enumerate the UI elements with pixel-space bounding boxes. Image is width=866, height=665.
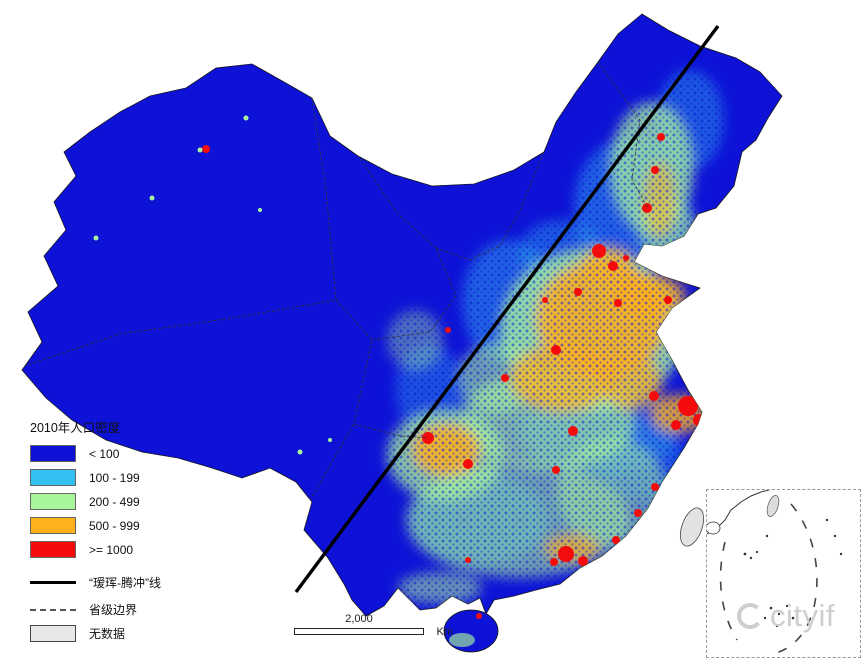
legend-item-no-data: 无数据 xyxy=(30,625,161,642)
scale-bar: 2,000 Km xyxy=(294,613,453,638)
inset-taiwan xyxy=(766,495,780,517)
legend-label-lt-100: < 100 xyxy=(89,446,120,461)
watermark-text: cityif xyxy=(770,598,835,633)
legend-item-hu-line: “瑷珲-腾冲”线 xyxy=(30,574,161,591)
color-swatch-100-199 xyxy=(30,469,76,486)
inset-nine-dash-line-east xyxy=(772,503,818,655)
color-swatch-200-499 xyxy=(30,493,76,510)
south-china-sea-inset xyxy=(706,489,861,658)
province-boundaries xyxy=(23,61,649,501)
color-swatch-lt-100 xyxy=(30,445,76,462)
hu-line-swatch xyxy=(30,581,76,584)
legend-label-gte-1000: >= 1000 xyxy=(89,542,134,557)
inset-islands xyxy=(743,518,843,628)
legend-label-province-boundary: 省级边界 xyxy=(89,603,138,617)
legend-item-province-boundary: 省级边界 xyxy=(30,601,161,618)
legend-label-100-199: 100 - 199 xyxy=(89,470,140,485)
color-swatch-gte-1000 xyxy=(30,541,76,558)
dashed-line-swatch xyxy=(30,608,76,611)
hainan-island xyxy=(443,609,499,653)
watermark-logo-icon xyxy=(737,603,763,629)
legend-title: 2010年人口密度 xyxy=(30,421,121,435)
hu-line xyxy=(294,24,720,594)
legend-item-200-499: 200 - 499 xyxy=(30,493,161,510)
legend-label-500-999: 500 - 999 xyxy=(89,518,140,533)
legend-panel: 2010年人口密度 < 100 100 - 199 200 - 499 500 … xyxy=(30,417,161,649)
scale-unit: Km xyxy=(436,626,454,638)
legend-item-100-199: 100 - 199 xyxy=(30,469,161,486)
scale-distance: 2,000 xyxy=(345,613,373,625)
legend-item-lt-100: < 100 xyxy=(30,445,161,462)
legend-label-200-499: 200 - 499 xyxy=(89,494,140,509)
taiwan-island xyxy=(679,507,705,547)
watermark: cityif xyxy=(735,598,835,634)
legend-label-no-data: 无数据 xyxy=(89,627,126,641)
legend-item-500-999: 500 - 999 xyxy=(30,517,161,534)
western-oasis-dots xyxy=(93,115,332,455)
color-swatch-500-999 xyxy=(30,517,76,534)
scale-bar-rect: Km xyxy=(294,626,453,638)
inset-map xyxy=(707,490,843,655)
legend-label-hu-line: “瑷珲-腾冲”线 xyxy=(89,576,161,590)
legend-item-gte-1000: >= 1000 xyxy=(30,541,161,558)
no-data-swatch xyxy=(30,625,76,642)
inset-hainan xyxy=(707,521,721,535)
